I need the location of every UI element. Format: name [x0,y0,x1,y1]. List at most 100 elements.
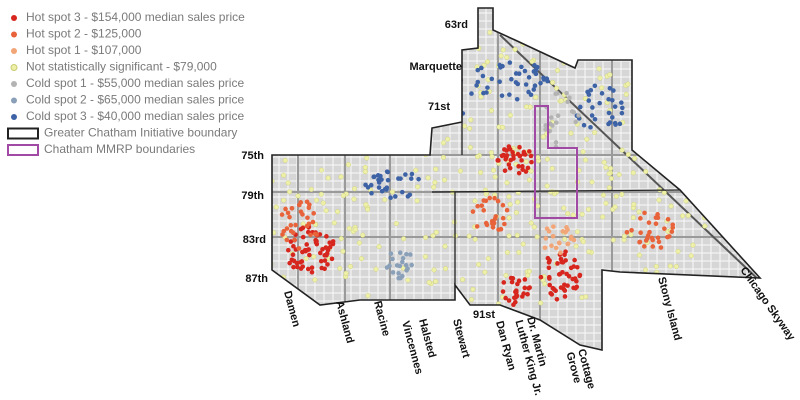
legend-swatch [7,127,39,140]
property-dot [462,123,468,129]
property-dot [365,206,371,212]
property-dot [281,197,287,203]
property-dot [503,156,508,162]
property-dot [351,196,357,202]
property-dot [430,37,436,43]
property-dot [514,96,520,102]
property-dot [610,115,615,120]
property-dot [596,66,602,72]
street-label: 87th [245,273,268,285]
property-dot [557,271,563,277]
property-dot [284,83,290,89]
property-dot [597,100,602,106]
property-dot [682,168,688,174]
property-dot [538,300,544,306]
property-dot [644,100,650,106]
property-dot [546,265,552,271]
property-dot [391,49,397,55]
property-dot [324,92,330,98]
property-dot [293,222,298,228]
property-dot [338,174,344,180]
property-dot [688,164,694,170]
property-dot [749,184,755,190]
property-dot [469,91,474,96]
property-dot [440,140,446,146]
property-dot [559,259,564,265]
property-dot [455,75,460,81]
property-dot [643,63,649,69]
property-dot [549,292,555,297]
property-dot [466,233,472,239]
property-dot [715,99,721,105]
legend-dot [10,64,18,71]
property-dot [555,91,560,96]
property-dot [354,81,360,87]
property-dot [506,162,512,167]
property-dot [565,46,571,52]
property-dot [500,47,506,53]
property-dot [525,291,530,297]
property-dot [558,98,564,104]
property-dot [766,155,771,160]
property-dot [619,110,625,116]
property-dot [308,232,313,238]
property-dot [637,87,643,93]
property-dot [394,263,400,268]
property-dot [656,239,662,245]
property-dot [611,88,616,93]
property-dot [564,225,569,230]
property-dot [670,225,676,230]
property-dot [312,277,318,283]
property-dot [470,286,476,292]
property-dot [674,127,680,133]
property-dot [498,226,504,232]
property-dot [348,77,354,83]
property-dot [562,282,567,288]
property-dot [506,233,512,239]
property-dot [741,168,747,174]
property-dot [325,59,331,65]
property-dot [504,153,510,158]
property-dot [683,198,689,204]
property-dot [572,257,577,263]
property-dot [500,152,506,158]
property-dot [484,90,489,95]
property-dot [547,258,552,263]
property-dot [316,60,322,66]
property-dot [304,223,310,229]
property-dot [607,72,613,78]
property-dot [620,105,625,111]
property-dot [400,259,405,265]
property-dot [391,52,397,58]
legend-dot [11,15,17,21]
property-dot [324,234,329,239]
property-dot [528,168,534,174]
property-dot [443,266,449,272]
property-dot [551,287,557,292]
property-dot [475,203,480,209]
property-dot [573,243,579,249]
property-dot [527,149,532,154]
property-dot [485,256,491,262]
property-dot [405,266,410,271]
property-dot [318,191,324,197]
property-dot [479,65,484,71]
property-dot [281,172,287,178]
property-dot [603,164,609,170]
property-dot [686,92,692,98]
property-dot [638,216,643,221]
property-dot [513,299,518,305]
property-dot [603,200,609,206]
property-dot [525,165,531,171]
street-label: 91st [473,309,495,321]
property-dot [522,285,528,291]
property-dot [253,119,258,124]
property-dot [470,209,476,214]
property-dot [522,68,528,74]
property-dot [527,285,532,290]
property-dot [401,236,407,242]
boundary-line [431,189,681,193]
property-dot [352,186,358,192]
property-dot [513,80,519,85]
property-dot [561,205,567,211]
